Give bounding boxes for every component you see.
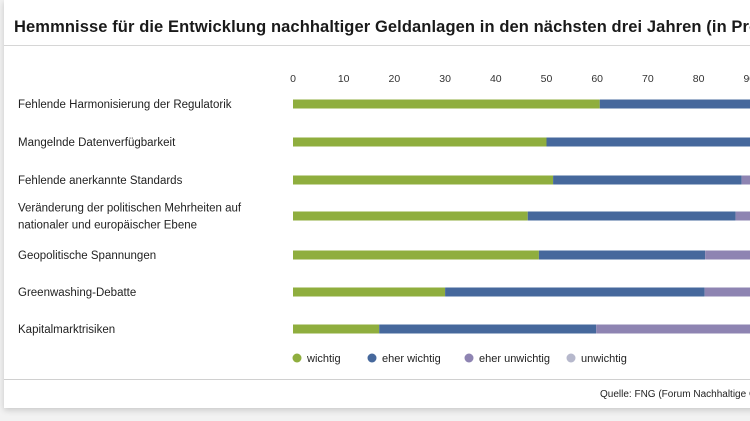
x-tick-label: 90: [743, 73, 750, 85]
x-tick-label: 50: [541, 73, 553, 85]
legend-label: wichtig: [306, 353, 341, 365]
bar-segment-wichtig: [293, 324, 380, 334]
footer-divider: [4, 379, 750, 380]
category-label: Fehlende Harmonisierung der Regulatorik: [18, 99, 232, 111]
legend-marker: [292, 353, 302, 363]
bar-segment-wichtig: [293, 175, 554, 185]
bar-segment-wichtig: [293, 211, 528, 221]
bar-segment-eher-wichtig: [538, 250, 706, 260]
category-label: Kapitalmarktrisiken: [18, 324, 115, 336]
legend-marker: [566, 353, 576, 363]
legend-marker: [464, 353, 474, 363]
bar-segment-wichtig: [293, 99, 600, 109]
x-tick-label: 20: [389, 73, 401, 85]
chart-card: Hemmnisse für die Entwicklung nachhaltig…: [4, 0, 750, 408]
bar-segment-eher-wichtig: [553, 175, 742, 185]
category-label: Veränderung der politischen Mehrheiten a…: [18, 203, 242, 215]
category-label: nationaler und europäischer Ebene: [18, 220, 197, 232]
x-tick-label: 0: [290, 73, 296, 85]
bar-segment-eher-wichtig: [527, 211, 736, 221]
bar-segment-eher-wichtig: [546, 137, 750, 147]
title-divider: [4, 45, 750, 46]
chart-area: 0 10 20 30 40 50 60 70 80 90 Fehlende Harmonisieru…: [18, 73, 750, 365]
bar-segment-eher-wichtig: [599, 99, 750, 109]
bar-segment-eher-wichtig: [445, 287, 705, 297]
legend-label: eher wichtig: [382, 353, 441, 365]
bar-segment-wichtig: [293, 250, 539, 260]
x-tick-label: 10: [338, 73, 350, 85]
bar-segment-wichtig: [293, 287, 446, 297]
category-label: Mangelnde Datenverfügbarkeit: [18, 137, 176, 149]
legend-label: unwichtig: [581, 353, 627, 365]
bar-segment-eher-unwichtig: [741, 175, 750, 185]
bar-segment-wichtig: [293, 137, 547, 147]
x-tick-label: 70: [642, 73, 654, 85]
x-tick-label: 40: [490, 73, 502, 85]
category-label: Fehlende anerkannte Standards: [18, 175, 183, 187]
x-tick-label: 60: [591, 73, 603, 85]
x-tick-label: 30: [439, 73, 451, 85]
bar-segment-eher-unwichtig: [705, 250, 750, 260]
category-label: Greenwashing-Debatte: [18, 287, 136, 299]
chart-title: Hemmnisse für die Entwicklung nachhaltig…: [14, 18, 750, 36]
bar-segment-eher-unwichtig: [596, 324, 750, 334]
legend-label: eher unwichtig: [479, 353, 550, 365]
source-note: Quelle: FNG (Forum Nachhaltige Geldanlag…: [600, 389, 750, 400]
x-tick-label: 80: [693, 73, 705, 85]
bar-segment-eher-wichtig: [379, 324, 597, 334]
legend-marker: [367, 353, 377, 363]
category-label: Geopolitische Spannungen: [18, 250, 156, 262]
bar-segment-eher-unwichtig: [735, 211, 750, 221]
bar-segment-eher-unwichtig: [704, 287, 750, 297]
